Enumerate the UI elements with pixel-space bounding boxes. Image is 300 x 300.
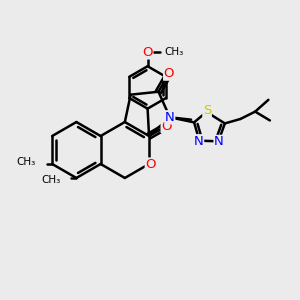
Text: O: O <box>145 158 156 171</box>
Text: O: O <box>142 46 153 59</box>
Text: N: N <box>194 135 204 148</box>
Text: CH₃: CH₃ <box>17 157 36 167</box>
Text: S: S <box>203 104 211 117</box>
Text: CH₃: CH₃ <box>164 47 183 57</box>
Text: O: O <box>161 119 172 133</box>
Text: N: N <box>165 111 175 124</box>
Text: CH₃: CH₃ <box>41 175 60 185</box>
Text: O: O <box>164 67 174 80</box>
Text: N: N <box>214 135 224 148</box>
